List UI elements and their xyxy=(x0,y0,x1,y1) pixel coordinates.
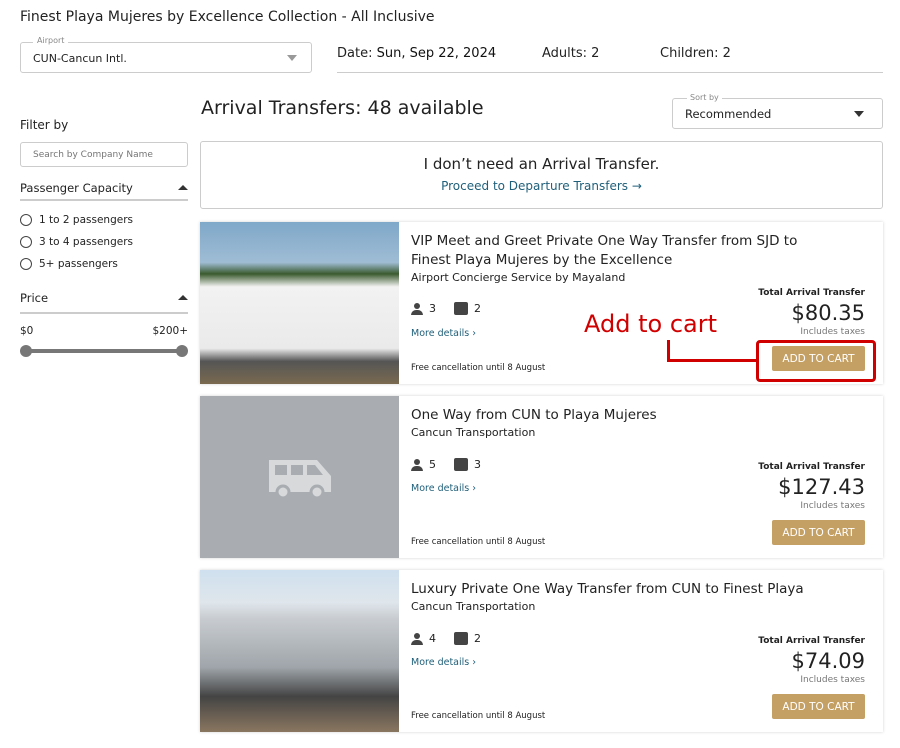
transfer-card: One Way from CUN to Playa Mujeres Cancun… xyxy=(200,396,883,558)
passenger-count: 4 xyxy=(429,632,436,645)
airport-value: CUN-Cancun Intl. xyxy=(33,52,127,65)
chevron-down-icon xyxy=(287,55,297,61)
price-slider-max-handle[interactable] xyxy=(176,345,188,357)
taxes-note: Includes taxes xyxy=(800,675,865,685)
more-details-link[interactable]: More details › xyxy=(411,483,477,494)
total-label: Total Arrival Transfer xyxy=(758,636,865,646)
price: $80.35 xyxy=(791,301,865,325)
capacity-section-toggle[interactable]: Passenger Capacity xyxy=(20,181,188,201)
add-to-cart-button[interactable]: ADD TO CART xyxy=(772,694,865,719)
radio-icon xyxy=(20,214,32,226)
radio-icon xyxy=(20,236,32,248)
price-max: $200+ xyxy=(152,325,188,337)
van-icon xyxy=(269,460,331,498)
luggage-icon xyxy=(454,302,468,315)
price-slider-track[interactable] xyxy=(26,349,182,353)
company-search-input[interactable] xyxy=(20,142,188,167)
transfer-card: Luxury Private One Way Transfer from CUN… xyxy=(200,570,883,732)
luggage-icon xyxy=(454,458,468,471)
radio-icon xyxy=(20,258,32,270)
luggage-icon xyxy=(454,632,468,645)
passenger-count: 3 xyxy=(429,302,436,315)
annotation-highlight-box xyxy=(756,340,876,382)
hotel-title: Finest Playa Mujeres by Excellence Colle… xyxy=(20,9,435,25)
passenger-count: 5 xyxy=(429,458,436,471)
company-name: Airport Concierge Service by Mayaland xyxy=(411,271,626,284)
option-label: 3 to 4 passengers xyxy=(39,236,133,248)
booking-info: Date: Sun, Sep 22, 2024 Adults: 2 Childr… xyxy=(337,46,883,73)
person-icon xyxy=(411,302,423,315)
caret-up-icon xyxy=(178,295,188,300)
option-label: 5+ passengers xyxy=(39,258,118,270)
caret-up-icon xyxy=(178,185,188,190)
no-transfer-box: I don’t need an Arrival Transfer. Procee… xyxy=(200,141,883,209)
free-cancellation: Free cancellation until 8 August xyxy=(411,363,546,373)
transfer-name: VIP Meet and Greet Private One Way Trans… xyxy=(411,233,798,268)
airport-select[interactable]: Airport CUN-Cancun Intl. xyxy=(20,36,312,73)
capacity-option-3-4[interactable]: 3 to 4 passengers xyxy=(20,236,133,248)
sort-select[interactable]: Sort by Recommended xyxy=(672,93,883,129)
date-value: Sun, Sep 22, 2024 xyxy=(376,46,497,61)
person-icon xyxy=(411,632,423,645)
free-cancellation: Free cancellation until 8 August xyxy=(411,711,546,721)
capacity-option-1-2[interactable]: 1 to 2 passengers xyxy=(20,214,133,226)
sort-value: Recommended xyxy=(685,107,772,121)
person-icon xyxy=(411,458,423,471)
capacity-title: Passenger Capacity xyxy=(20,181,133,195)
transfer-card: VIP Meet and Greet Private One Way Trans… xyxy=(200,222,883,384)
price-title: Price xyxy=(20,291,49,305)
price: $127.43 xyxy=(778,475,865,499)
no-transfer-text: I don’t need an Arrival Transfer. xyxy=(423,155,660,173)
taxes-note: Includes taxes xyxy=(800,327,865,337)
transfer-name: Luxury Private One Way Transfer from CUN… xyxy=(411,581,804,597)
date-label: Date: xyxy=(337,46,373,61)
price: $74.09 xyxy=(791,649,865,673)
taxes-note: Includes taxes xyxy=(800,501,865,511)
departure-transfers-link[interactable]: Proceed to Departure Transfers → xyxy=(441,179,642,193)
price-section-toggle[interactable]: Price xyxy=(20,291,188,314)
total-label: Total Arrival Transfer xyxy=(758,462,865,472)
option-label: 1 to 2 passengers xyxy=(39,214,133,226)
results-heading: Arrival Transfers: 48 available xyxy=(201,97,484,119)
results-count: 48 available xyxy=(367,97,484,119)
bag-count: 2 xyxy=(474,302,481,315)
bag-count: 3 xyxy=(474,458,481,471)
total-label: Total Arrival Transfer xyxy=(758,288,865,298)
sort-label: Sort by xyxy=(687,93,722,102)
heading-label: Arrival Transfers: xyxy=(201,97,362,119)
annotation-connector xyxy=(667,340,757,362)
more-details-link[interactable]: More details › xyxy=(411,657,477,668)
company-name: Cancun Transportation xyxy=(411,600,536,613)
add-to-cart-button[interactable]: ADD TO CART xyxy=(772,520,865,545)
annotation-label: Add to cart xyxy=(584,310,717,338)
transfer-name: One Way from CUN to Playa Mujeres xyxy=(411,407,657,423)
more-details-link[interactable]: More details › xyxy=(411,328,477,339)
price-slider-min-handle[interactable] xyxy=(20,345,32,357)
company-name: Cancun Transportation xyxy=(411,426,536,439)
vehicle-image xyxy=(200,222,399,384)
airport-label: Airport xyxy=(33,36,69,45)
vehicle-image xyxy=(200,570,399,732)
vehicle-image xyxy=(200,396,399,558)
chevron-down-icon xyxy=(854,111,864,117)
capacity-option-5plus[interactable]: 5+ passengers xyxy=(20,258,118,270)
bag-count: 2 xyxy=(474,632,481,645)
children: Children: 2 xyxy=(660,46,731,61)
price-min: $0 xyxy=(20,325,34,337)
free-cancellation: Free cancellation until 8 August xyxy=(411,537,546,547)
add-to-cart-button[interactable]: ADD TO CART xyxy=(772,346,865,371)
adults: Adults: 2 xyxy=(542,46,600,61)
filter-title: Filter by xyxy=(20,118,69,132)
